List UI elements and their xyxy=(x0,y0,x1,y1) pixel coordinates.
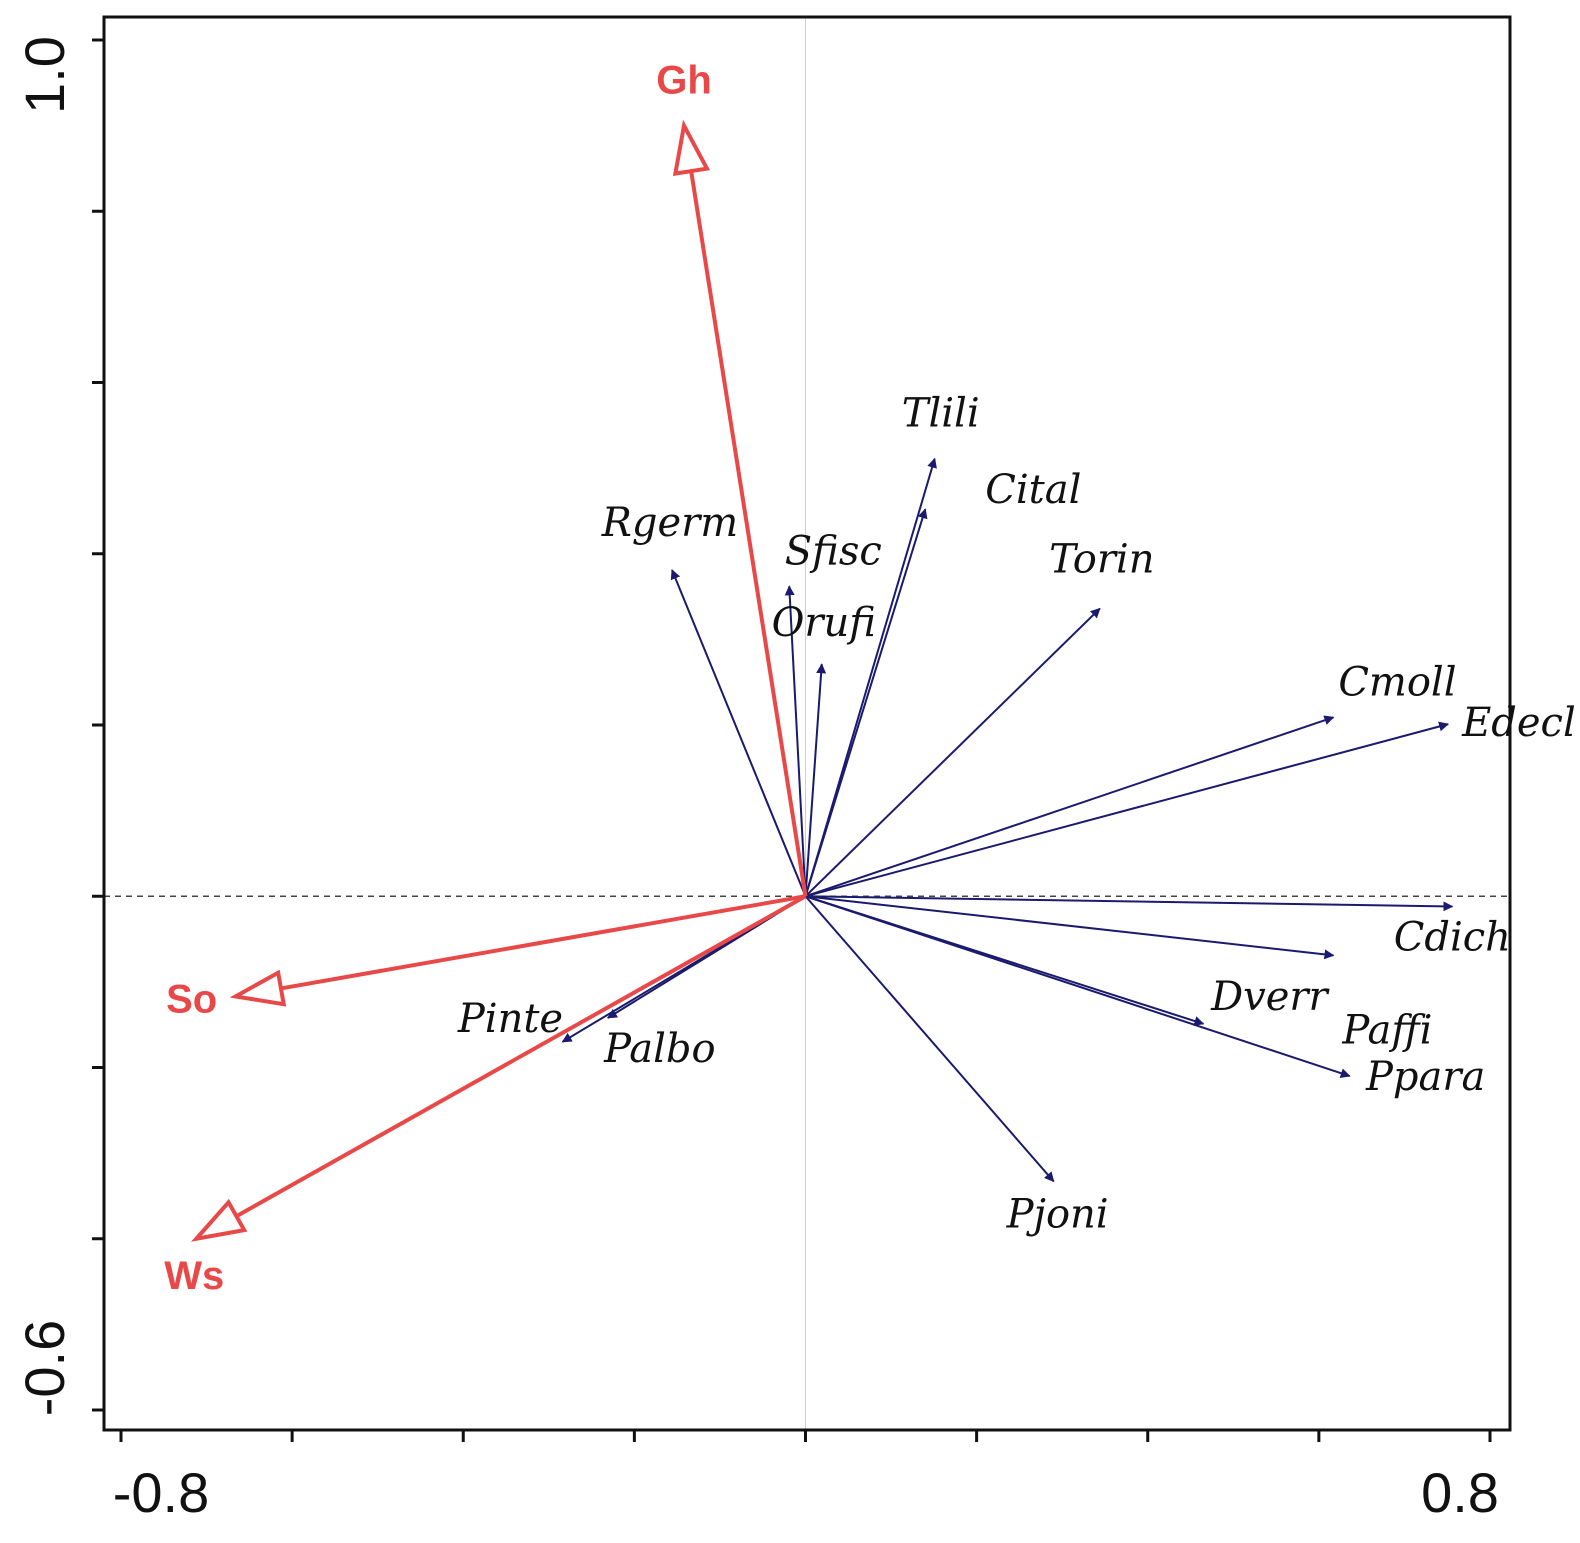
x-tick-label: 0.8 xyxy=(1421,1461,1499,1524)
env-arrow-so xyxy=(280,894,806,991)
species-arrow-cdich xyxy=(805,895,1454,912)
y-tick-label: 1.0 xyxy=(13,36,76,114)
species-label-edecl: Edecl xyxy=(1461,700,1576,746)
species-label-tlili: Tlili xyxy=(902,391,980,437)
env-arrowhead-gh xyxy=(672,119,711,176)
species-arrow-sfisc xyxy=(784,585,807,897)
species-label-cital: Cital xyxy=(985,467,1081,513)
env-arrowhead-so xyxy=(229,969,287,1007)
species-label-paffi: Paffi xyxy=(1341,1007,1432,1053)
species-label-dverr: Dverr xyxy=(1210,974,1330,1020)
plot-frame xyxy=(102,15,1512,1432)
species-arrow-edecl xyxy=(805,721,1450,898)
x-tick-label: -0.8 xyxy=(113,1461,210,1524)
y-tick-label: -0.6 xyxy=(13,1320,76,1417)
species-label-palbo: Palbo xyxy=(603,1026,715,1072)
species-arrow-ppara xyxy=(805,895,1351,1078)
env-arrow-ws xyxy=(235,894,807,1218)
species-arrow-torin xyxy=(804,607,1101,897)
species-label-rgerm: Rgerm xyxy=(601,500,738,546)
species-label-torin: Torin xyxy=(1049,537,1154,583)
species-arrow-cmoll xyxy=(805,715,1335,898)
env-arrow-gh xyxy=(689,170,808,897)
species-label-ppara: Ppara xyxy=(1365,1054,1485,1100)
env-arrowhead-ws xyxy=(190,1198,248,1242)
species-label-cmoll: Cmoll xyxy=(1338,659,1456,705)
species-label-orufi: Orufi xyxy=(772,600,876,646)
species-label-pinte: Pinte xyxy=(457,996,563,1042)
species-label-pjoni: Pjoni xyxy=(1006,1191,1109,1237)
species-arrow-paffi xyxy=(805,895,1335,960)
species-label-sfisc: Sfisc xyxy=(785,528,882,574)
env-label-so: So xyxy=(166,977,217,1021)
species-arrow-rgerm xyxy=(670,569,807,897)
env-label-gh: Gh xyxy=(656,59,712,103)
species-label-cdich: Cdich xyxy=(1394,915,1511,961)
species-arrow-pjoni xyxy=(804,895,1055,1183)
species-arrow-cital xyxy=(804,508,928,897)
env-label-ws: Ws xyxy=(164,1254,224,1298)
species-arrow-orufi xyxy=(804,663,827,897)
